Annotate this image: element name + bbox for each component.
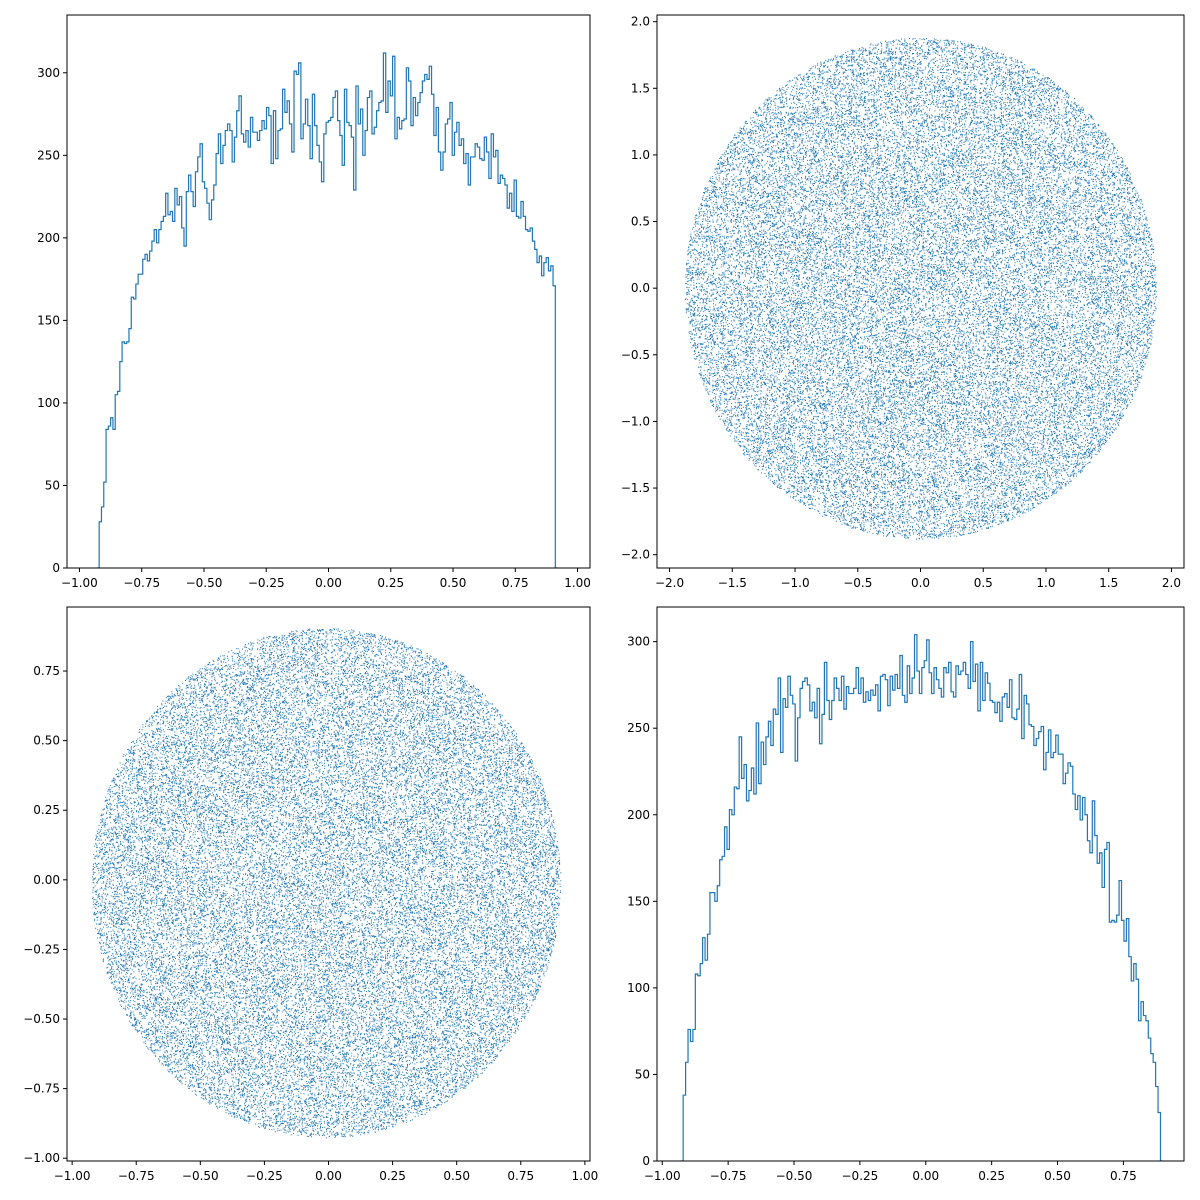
x-tick-label: −0.25 bbox=[842, 1169, 879, 1183]
y-tick-label: 0.00 bbox=[33, 873, 60, 887]
x-tick-label: 0.50 bbox=[443, 1169, 470, 1183]
x-tick-label: 0.75 bbox=[502, 576, 529, 590]
x-tick-label: 0.50 bbox=[1044, 1169, 1071, 1183]
y-tick-label: 0.25 bbox=[33, 803, 60, 817]
x-tick-label: 0.75 bbox=[1110, 1169, 1137, 1183]
histogram-top-left-y-axis: 0 50 100 150 200 250 300 bbox=[37, 66, 67, 575]
y-tick-label: 0.50 bbox=[33, 734, 60, 748]
y-tick-label: 150 bbox=[37, 313, 60, 327]
x-tick-label: −1.00 bbox=[61, 576, 98, 590]
x-tick-label: 0.5 bbox=[974, 576, 993, 590]
histogram-top-left-x-axis: −1.00 −0.75 −0.50 −0.25 0.00 0.25 0.50 0.75 1.00 bbox=[61, 568, 591, 590]
x-tick-label: 1.0 bbox=[1036, 576, 1055, 590]
x-tick-label: 0.25 bbox=[379, 1169, 406, 1183]
scatter-top-right-x-axis: −2.0 −1.5 −1.0 −0.5 0.0 0.5 1.0 1.5 2.0 bbox=[655, 568, 1181, 590]
y-tick-label: −1.0 bbox=[621, 414, 650, 428]
histogram-bottom-right-plot bbox=[680, 634, 1163, 1161]
x-tick-label: −0.50 bbox=[182, 1169, 219, 1183]
y-tick-label: 50 bbox=[635, 1067, 650, 1081]
x-tick-label: −1.5 bbox=[718, 576, 747, 590]
scatter-bottom-left-y-axis: −1.00 −0.75 −0.50 −0.25 0.00 0.25 0.50 0.75 bbox=[23, 664, 67, 1165]
scatter-top-right: −2.0 −1.5 −1.0 −0.5 0.0 0.5 1.0 1.5 2.0 −2.0 −1.5… bbox=[621, 14, 1185, 590]
histogram-bottom-right-x-axis: −1.00 −0.75 −0.50 −0.25 0.00 0.25 0.50 0.75 bbox=[644, 1161, 1137, 1183]
scatter-bottom-left-x-axis: −1.00 −0.75 −0.50 −0.25 0.00 0.25 0.50 0.75 1.00 bbox=[54, 1161, 598, 1183]
y-tick-label: 100 bbox=[37, 396, 60, 410]
x-tick-label: −0.25 bbox=[246, 1169, 283, 1183]
x-tick-label: 0.75 bbox=[507, 1169, 534, 1183]
x-tick-label: −0.75 bbox=[118, 1169, 155, 1183]
x-tick-label: −0.50 bbox=[776, 1169, 813, 1183]
y-tick-label: −0.50 bbox=[23, 1012, 60, 1026]
y-tick-label: 0 bbox=[642, 1154, 650, 1168]
y-tick-label: −0.5 bbox=[621, 348, 650, 362]
histogram-bottom-right-y-axis: 0 50 100 150 200 250 300 bbox=[627, 635, 657, 1168]
x-tick-label: 1.00 bbox=[564, 576, 591, 590]
y-tick-label: 0.75 bbox=[33, 664, 60, 678]
y-tick-label: 150 bbox=[627, 894, 650, 908]
y-tick-label: 250 bbox=[627, 721, 650, 735]
x-tick-label: −0.5 bbox=[843, 576, 872, 590]
x-tick-label: 2.0 bbox=[1162, 576, 1181, 590]
x-tick-label: −0.75 bbox=[710, 1169, 747, 1183]
y-tick-label: 0.5 bbox=[631, 215, 650, 229]
x-tick-label: −0.25 bbox=[248, 576, 285, 590]
x-tick-label: −0.75 bbox=[123, 576, 160, 590]
y-tick-label: 250 bbox=[37, 148, 60, 162]
x-tick-label: −1.00 bbox=[54, 1169, 91, 1183]
y-tick-label: 0.0 bbox=[631, 281, 650, 295]
histogram-top-left: −1.00 −0.75 −0.50 −0.25 0.00 0.25 0.50 0.75 1.00… bbox=[37, 14, 591, 590]
histogram-bottom-right-frame bbox=[656, 606, 1185, 1162]
y-tick-label: 1.0 bbox=[631, 148, 650, 162]
x-tick-label: −1.00 bbox=[644, 1169, 681, 1183]
x-tick-label: 0.00 bbox=[315, 1169, 342, 1183]
x-tick-label: 1.00 bbox=[572, 1169, 599, 1183]
y-tick-label: −1.5 bbox=[621, 481, 650, 495]
y-tick-label: −2.0 bbox=[621, 548, 650, 562]
y-tick-label: 300 bbox=[627, 635, 650, 649]
y-tick-label: 100 bbox=[627, 981, 650, 995]
y-tick-label: 200 bbox=[37, 231, 60, 245]
scatter-top-right-y-axis: −2.0 −1.5 −1.0 −0.5 0.0 0.5 1.0 1.5 2.0 bbox=[621, 15, 657, 562]
y-tick-label: 50 bbox=[45, 478, 60, 492]
y-tick-label: 200 bbox=[627, 808, 650, 822]
histogram-top-left-plot bbox=[96, 52, 558, 568]
x-tick-label: 0.00 bbox=[912, 1169, 939, 1183]
y-tick-label: 1.5 bbox=[631, 81, 650, 95]
scatter-bottom-left: −1.00 −0.75 −0.50 −0.25 0.00 0.25 0.50 0.75 1.00… bbox=[23, 606, 598, 1183]
y-tick-label: −0.25 bbox=[23, 942, 60, 956]
y-tick-label: 300 bbox=[37, 66, 60, 80]
x-tick-label: 0.25 bbox=[978, 1169, 1005, 1183]
x-tick-label: −1.0 bbox=[780, 576, 809, 590]
x-tick-label: −0.50 bbox=[186, 576, 223, 590]
x-tick-label: 0.0 bbox=[911, 576, 930, 590]
x-tick-label: −2.0 bbox=[655, 576, 684, 590]
y-tick-label: −1.00 bbox=[23, 1151, 60, 1165]
histogram-bottom-right: −1.00 −0.75 −0.50 −0.25 0.00 0.25 0.50 0.75 0 50… bbox=[627, 606, 1185, 1183]
y-tick-label: 0 bbox=[52, 561, 60, 575]
histogram-step-line bbox=[680, 634, 1163, 1161]
x-tick-label: 0.25 bbox=[377, 576, 404, 590]
y-tick-label: 2.0 bbox=[631, 15, 650, 29]
x-tick-label: 0.00 bbox=[315, 576, 342, 590]
x-tick-label: 0.50 bbox=[440, 576, 467, 590]
y-tick-label: −0.75 bbox=[23, 1082, 60, 1096]
x-tick-label: 1.5 bbox=[1099, 576, 1118, 590]
histogram-step-line bbox=[96, 52, 558, 568]
